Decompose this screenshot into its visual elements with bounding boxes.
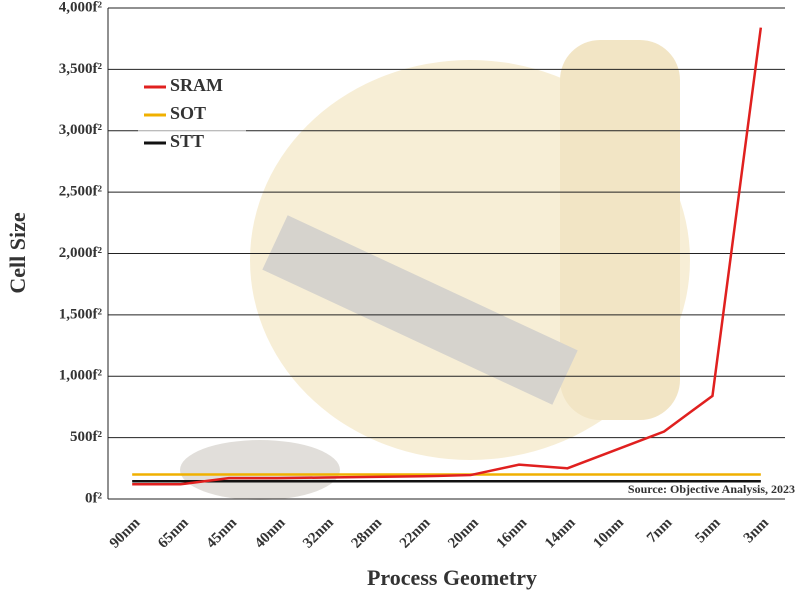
x-tick-label: 22nm	[397, 515, 434, 552]
y-tick-label: 3,500f²	[59, 61, 103, 77]
x-tick-label: 28nm	[349, 515, 386, 552]
x-tick-label: 5nm	[692, 515, 724, 547]
y-tick-label: 2,500f²	[59, 184, 103, 200]
legend-label: SOT	[170, 103, 206, 123]
x-tick-label: 90nm	[107, 515, 144, 552]
series-line	[132, 27, 763, 486]
x-tick-label: 14nm	[542, 515, 579, 552]
y-axis-title: Cell Size	[5, 212, 30, 293]
background-art	[180, 40, 690, 500]
y-tick-label: 4,000f²	[59, 0, 103, 15]
x-axis-title: Process Geometry	[367, 565, 537, 590]
x-tick-label: 3nm	[741, 515, 773, 547]
legend-label: SRAM	[170, 75, 223, 95]
x-tick-label: 16nm	[494, 515, 531, 552]
x-tick-label: 45nm	[203, 515, 240, 552]
y-tick-label: 500f²	[70, 429, 102, 445]
source-note: Source: Objective Analysis, 2023	[628, 482, 795, 496]
x-tick-label: 40nm	[252, 515, 289, 552]
x-tick-label: 65nm	[155, 515, 192, 552]
legend-label: STT	[170, 131, 204, 151]
y-tick-label: 2,000f²	[59, 245, 103, 261]
x-tick-label: 7nm	[644, 515, 676, 547]
y-tick-label: 1,000f²	[59, 368, 103, 384]
y-tick-label: 0f²	[85, 490, 102, 506]
y-tick-label: 1,500f²	[59, 306, 103, 322]
y-tick-label: 3,000f²	[59, 122, 103, 138]
x-tick-label: 20nm	[445, 515, 482, 552]
x-tick-label: 10nm	[590, 515, 627, 552]
x-tick-label: 32nm	[300, 515, 337, 552]
